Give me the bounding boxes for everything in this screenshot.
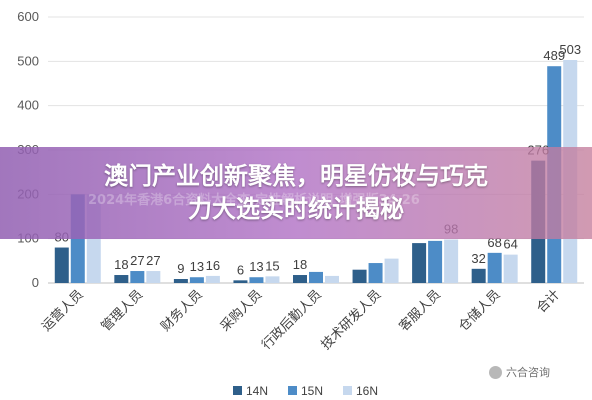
bar-14N-2	[173, 279, 188, 283]
category-label-2: 财务人员	[158, 287, 206, 335]
y-tick-500: 500	[17, 53, 39, 68]
data-label-14N-2: 9	[177, 261, 184, 276]
data-label-15N-2: 13	[190, 259, 204, 274]
category-label-8: 合计	[534, 287, 563, 316]
legend-swatch-14N	[233, 386, 242, 395]
bar-15N-2	[189, 277, 204, 283]
data-label-16N-2: 16	[206, 258, 220, 273]
y-tick-600: 600	[17, 9, 39, 24]
bar-14N-4	[293, 275, 307, 283]
bar-14N-1	[114, 275, 129, 283]
bar-15N-1	[130, 271, 145, 283]
data-label-15N-3: 13	[249, 259, 263, 274]
data-label-15N-1: 27	[130, 253, 144, 268]
watermark-text: 2024年香港6合资料大全查,定性解析说明_增强版34.26	[88, 193, 420, 208]
category-label-4: 行政后勤人员	[259, 287, 325, 353]
category-label-5: 技术研发人员	[318, 287, 384, 353]
category-label-0: 运营人员	[39, 287, 86, 334]
logo-icon	[489, 365, 502, 379]
category-label-3: 采购人员	[217, 287, 265, 335]
data-label-16N-3: 15	[265, 258, 279, 273]
bar-14N-0	[54, 247, 69, 283]
bar-15N-5	[368, 263, 383, 283]
bar-14N-7	[471, 268, 486, 283]
legend-label-14N: 14N	[246, 384, 268, 398]
headline-line-1: 澳门产业创新聚焦，明星仿妆与巧克	[104, 162, 488, 190]
bar-16N-7	[503, 254, 518, 283]
headline-line-2: 力大选实时统计揭秘	[188, 195, 404, 223]
legend-swatch-16N	[343, 386, 352, 395]
data-label-16N-7: 64	[503, 237, 517, 252]
bar-14N-5	[352, 269, 367, 283]
bar-16N-3	[265, 276, 280, 283]
legend-label-15N: 15N	[301, 384, 323, 398]
y-tick-400: 400	[17, 98, 39, 113]
headline-banner: 澳门产业创新聚焦，明星仿妆与巧克 力大选实时统计揭秘	[0, 147, 592, 239]
bar-16N-6	[444, 239, 459, 283]
legend-swatch-15N	[288, 386, 297, 395]
logo-text: 六合咨询	[506, 366, 550, 379]
bar-15N-4	[309, 271, 323, 283]
source-logo: 六合咨询	[489, 364, 550, 380]
category-label-7: 仓储人员	[456, 287, 503, 334]
bar-16N-5	[384, 258, 399, 283]
legend: 14N 15N 16N	[233, 384, 378, 398]
bar-16N-1	[146, 271, 161, 283]
y-tick-0: 0	[32, 275, 39, 290]
data-label-14N-1: 18	[114, 257, 128, 272]
data-label-16N-1: 27	[146, 253, 160, 268]
data-label-14N-4: 18	[293, 257, 307, 272]
bar-15N-3	[249, 277, 264, 283]
bar-14N-6	[412, 243, 427, 283]
data-label-16N-8: 503	[559, 42, 581, 57]
data-label-14N-3: 6	[237, 262, 244, 277]
bar-15N-6	[428, 240, 443, 283]
category-label-1: 管理人员	[99, 287, 146, 334]
legend-label-16N: 16N	[356, 384, 378, 398]
bar-16N-4	[325, 275, 339, 283]
category-label-6: 客服人员	[396, 287, 444, 335]
bar-16N-2	[205, 275, 220, 283]
data-label-14N-7: 32	[471, 251, 485, 266]
bar-15N-7	[487, 252, 502, 283]
bar-14N-3	[233, 280, 248, 283]
data-label-15N-8: 489	[543, 48, 565, 63]
